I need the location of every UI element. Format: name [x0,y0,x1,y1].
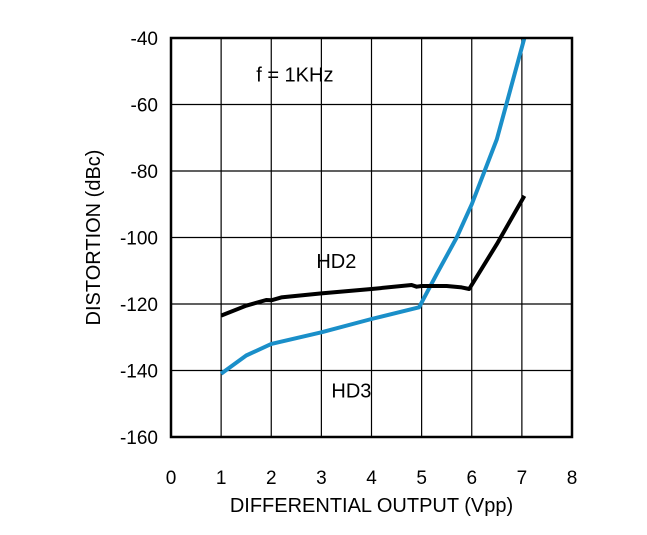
y-tick-label: -80 [131,162,158,183]
y-axis-label: DISTORTION (dBc) [83,150,105,326]
x-tick-label: 5 [416,468,427,489]
y-tick-label: -60 [131,96,158,117]
x-axis-label: DIFFERENTIAL OUTPUT (Vpp) [230,495,513,517]
y-tick-label: -120 [120,295,158,316]
tick-labels: 0 1 2 3 4 5 6 7 8 -40 -60 -80 -100 -120 -140 -160 [120,29,577,489]
series-line-hd2 [220,194,527,318]
x-tick-label: 8 [567,468,578,489]
series-layer [219,37,527,376]
series-line-hd3 [219,37,527,376]
x-tick-label: 7 [517,468,528,489]
annotations: f = 1KHz HD2 HD3 [256,65,371,403]
y-tick-label: -40 [131,29,158,50]
grid [170,37,573,438]
x-tick-label: 2 [266,468,277,489]
x-tick-label: 0 [166,468,177,489]
y-tick-label: -140 [120,362,158,383]
y-tick-label: -100 [120,229,158,250]
x-tick-label: 1 [216,468,227,489]
x-tick-label: 3 [316,468,327,489]
y-tick-label: -160 [120,428,158,449]
x-tick-label: 6 [466,468,477,489]
x-tick-label: 4 [366,468,377,489]
plot-frame [169,36,574,439]
annotation-label: HD2 [316,251,356,273]
annotation-label: f = 1KHz [256,65,333,87]
annotation-label: HD3 [331,380,371,402]
